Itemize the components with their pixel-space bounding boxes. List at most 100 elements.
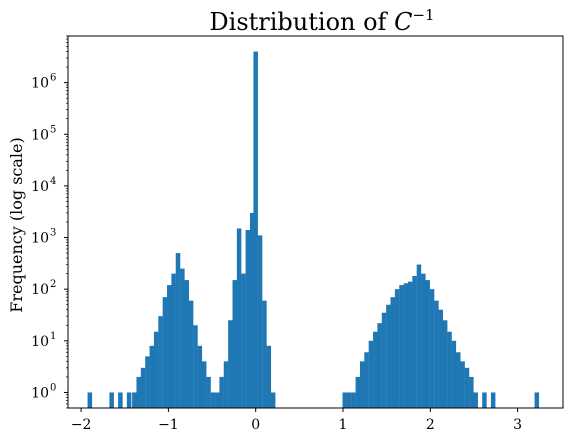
histogram-bar-44 [373,331,378,408]
histogram-bar-1 [109,392,114,408]
histogram-bar-59 [438,309,444,408]
y-tick-label: 10 [31,76,49,92]
histogram-bar-49 [394,289,400,408]
x-tick-label: 1 [339,417,348,433]
histogram-bar-67 [473,392,478,408]
histogram-bar-26 [228,320,233,408]
chart-title-prefix: Distribution of [209,8,394,36]
histogram-bar-23 [215,392,220,408]
histogram-bar-68 [482,392,487,408]
histogram-bar-62 [451,340,457,408]
histogram-bar-64 [460,361,465,408]
histogram-bar-22 [210,392,216,408]
histogram-bar-58 [434,300,439,408]
y-tick-exponent: 5 [50,124,56,135]
histogram-bar-40 [355,376,361,408]
histogram-bars [87,51,540,408]
histogram-bar-10 [158,316,163,408]
histogram-bar-32 [253,51,258,408]
histogram-bar-6 [140,367,146,408]
histogram-bar-66 [469,376,474,408]
histogram-bar-46 [381,312,387,408]
histogram-bar-53 [412,276,417,408]
y-tick-exponent: 1 [50,331,56,342]
histogram-bar-57 [429,289,435,408]
histogram-bar-7 [145,356,150,408]
histogram-bar-17 [188,300,194,408]
histogram-bar-54 [416,264,422,408]
histogram-bar-61 [447,331,452,408]
histogram-bar-48 [390,297,396,408]
chart-title-exponent: −1 [412,6,434,24]
histogram-bar-56 [425,280,430,408]
chart-title: Distribution of C−1 [209,6,434,36]
y-tick-exponent: 2 [50,279,56,290]
y-tick-label: 10 [31,282,49,298]
histogram-bar-41 [359,361,365,408]
x-tick-label: 0 [251,417,260,433]
histogram-bar-16 [184,280,189,408]
y-tick-label: 10 [31,231,49,247]
histogram-bar-27 [232,280,237,408]
y-tick-exponent: 0 [50,382,56,393]
x-tick-label: 3 [513,417,522,433]
histogram-bar-4 [132,392,137,408]
histogram-bar-3 [126,392,132,408]
histogram-bar-13 [171,273,176,408]
histogram-bar-70 [534,392,540,408]
histogram-bar-24 [219,376,224,408]
chart-title-variable: C [394,8,412,36]
histogram-bar-37 [342,392,347,408]
histogram-bar-11 [162,297,168,408]
histogram-bar-45 [377,323,382,408]
histogram-bar-2 [118,392,123,408]
histogram-bar-36 [270,392,276,408]
histogram-bar-12 [167,285,172,408]
plot-frame [67,35,564,409]
y-tick-label: 10 [31,179,49,195]
histogram-bar-65 [464,367,470,408]
histogram-bar-30 [245,230,251,408]
histogram-bar-21 [206,376,211,408]
histogram-bar-18 [193,325,198,408]
histogram-bar-33 [257,235,263,408]
histogram-bar-20 [201,361,207,408]
histogram-bar-5 [136,376,141,408]
y-tick-exponent: 3 [50,228,56,239]
histogram-bar-29 [241,273,246,408]
x-tick-label: 2 [426,417,435,433]
histogram-bar-55 [421,273,426,408]
histogram-bar-63 [455,352,461,408]
histogram-bar-15 [180,268,185,408]
y-tick-label: 10 [31,334,49,350]
y-tick-label: 10 [31,385,49,401]
y-tick-exponent: 6 [50,73,56,84]
histogram-bar-38 [346,392,352,408]
histogram-bar-39 [351,392,356,408]
histogram-bar-8 [149,345,155,408]
histogram-bar-0 [87,392,93,408]
x-tick-label: −1 [158,417,179,433]
histogram-bar-28 [236,228,242,408]
histogram-bar-43 [368,340,374,408]
histogram-bar-9 [153,331,159,408]
histogram-bar-14 [175,253,181,408]
y-tick-exponent: 4 [50,176,56,187]
histogram-bar-60 [442,320,448,408]
histogram-bar-34 [262,300,267,408]
histogram-bar-52 [407,281,413,408]
histogram-bar-25 [223,361,229,408]
histogram-bar-47 [386,304,391,408]
histogram-bar-35 [266,345,272,408]
histogram-bar-19 [197,345,203,408]
histogram-bar-69 [490,392,496,408]
histogram-bar-50 [399,285,404,408]
x-tick-label: −2 [71,417,92,433]
histogram-bar-31 [249,212,255,408]
histogram-bar-51 [403,283,409,408]
y-tick-label: 10 [31,127,49,143]
histogram-bar-42 [364,352,369,408]
y-axis-label: Frequency (log scale) [7,137,26,312]
